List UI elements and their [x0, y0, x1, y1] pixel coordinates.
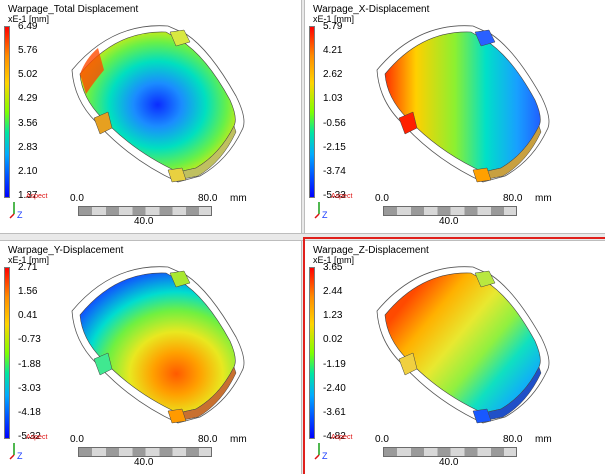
axis-triad-icon: Z — [9, 202, 23, 220]
scale-min-label: 0.0 — [70, 193, 84, 204]
legend-tick: -2.40 — [323, 383, 346, 394]
legend-tick: -1.19 — [323, 359, 346, 370]
legend-tick: -1.88 — [18, 359, 41, 370]
origin-label: Aspect — [331, 434, 353, 441]
legend-tick: -3.61 — [323, 407, 346, 418]
plot-title: Warpage_Y-Displacement — [8, 245, 124, 256]
legend-tick: -2.15 — [323, 142, 346, 153]
scale-unit-label: mm — [230, 193, 247, 204]
svg-text:Z: Z — [322, 451, 328, 461]
svg-text:Z: Z — [17, 210, 23, 220]
viewport-x-displacement[interactable]: Warpage_X-Displacement xE-1 [mm] 5.79 4.… — [305, 0, 605, 233]
scale-max-label: 80.0 — [198, 193, 218, 204]
origin-label: Aspect — [331, 193, 353, 200]
color-legend-bar — [4, 26, 10, 198]
svg-text:Z: Z — [17, 451, 23, 461]
legend-tick: -0.73 — [18, 334, 41, 345]
scale-bar — [383, 447, 517, 457]
legend-tick: 6.49 — [18, 21, 38, 32]
origin-label: Aspect — [26, 193, 48, 200]
legend-tick: 5.76 — [18, 45, 38, 56]
legend-tick: 2.71 — [18, 262, 38, 273]
legend-tick: 1.37 — [18, 190, 38, 201]
scale-bar — [78, 447, 212, 457]
plot-title: Warpage_Total Displacement — [8, 4, 139, 15]
legend-tick: -3.03 — [18, 383, 41, 394]
legend-tick: 2.44 — [323, 286, 343, 297]
legend-tick: 2.10 — [18, 166, 38, 177]
warpage-model-view[interactable] — [50, 251, 260, 431]
legend-tick: -5.32 — [18, 431, 41, 442]
legend-tick: -5.33 — [323, 190, 346, 201]
plot-title: Warpage_X-Displacement — [313, 4, 430, 15]
legend-tick: -4.18 — [18, 407, 41, 418]
legend-tick: 3.56 — [18, 118, 38, 129]
scale-min-label: 0.0 — [375, 193, 389, 204]
color-legend-bar — [309, 267, 315, 439]
legend-tick: 1.03 — [323, 93, 343, 104]
scale-bar — [383, 206, 517, 216]
legend-tick: 0.02 — [323, 334, 343, 345]
warpage-model-view[interactable] — [355, 10, 565, 190]
scale-mid-label: 40.0 — [134, 216, 154, 227]
legend-tick: 4.29 — [18, 93, 38, 104]
scale-max-label: 80.0 — [503, 193, 523, 204]
legend-tick: 3.65 — [323, 262, 343, 273]
legend-tick: 0.41 — [18, 310, 38, 321]
legend-tick: 5.79 — [323, 21, 343, 32]
scale-max-label: 80.0 — [503, 434, 523, 445]
viewport-z-displacement[interactable]: Warpage_Z-Displacement xE-1 [mm] 3.65 2.… — [305, 241, 605, 474]
origin-label: Aspect — [26, 434, 48, 441]
color-legend-bar — [4, 267, 10, 439]
scale-unit-label: mm — [535, 193, 552, 204]
plot-unit: xE-1 [mm] — [313, 255, 355, 265]
legend-tick: -0.56 — [323, 118, 346, 129]
scale-mid-label: 40.0 — [439, 457, 459, 468]
legend-tick: 4.21 — [323, 45, 343, 56]
scale-mid-label: 40.0 — [134, 457, 154, 468]
scale-min-label: 0.0 — [375, 434, 389, 445]
horizontal-splitter[interactable] — [0, 233, 605, 241]
legend-tick: 1.56 — [18, 286, 38, 297]
viewport-y-displacement[interactable]: Warpage_Y-Displacement xE-1 [mm] 2.71 1.… — [0, 241, 301, 474]
scale-min-label: 0.0 — [70, 434, 84, 445]
scale-unit-label: mm — [535, 434, 552, 445]
scale-max-label: 80.0 — [198, 434, 218, 445]
legend-tick: 2.83 — [18, 142, 38, 153]
legend-tick: 2.62 — [323, 69, 343, 80]
plot-unit: xE-1 [mm] — [8, 255, 50, 265]
legend-tick: 1.23 — [323, 310, 343, 321]
scale-bar — [78, 206, 212, 216]
legend-tick: 5.02 — [18, 69, 38, 80]
axis-triad-icon: Z — [314, 202, 328, 220]
legend-tick: -3.74 — [323, 166, 346, 177]
axis-triad-icon: Z — [314, 443, 328, 461]
color-legend-bar — [309, 26, 315, 198]
svg-text:Z: Z — [322, 210, 328, 220]
legend-tick: -4.82 — [323, 431, 346, 442]
plot-title: Warpage_Z-Displacement — [313, 245, 429, 256]
plot-unit: xE-1 [mm] — [313, 14, 355, 24]
warpage-model-view[interactable] — [355, 251, 565, 431]
plot-unit: xE-1 [mm] — [8, 14, 50, 24]
warpage-model-view[interactable] — [50, 10, 260, 190]
axis-triad-icon: Z — [9, 443, 23, 461]
scale-unit-label: mm — [230, 434, 247, 445]
scale-mid-label: 40.0 — [439, 216, 459, 227]
viewport-total-displacement[interactable]: Warpage_Total Displacement xE-1 [mm] 6.4… — [0, 0, 301, 233]
